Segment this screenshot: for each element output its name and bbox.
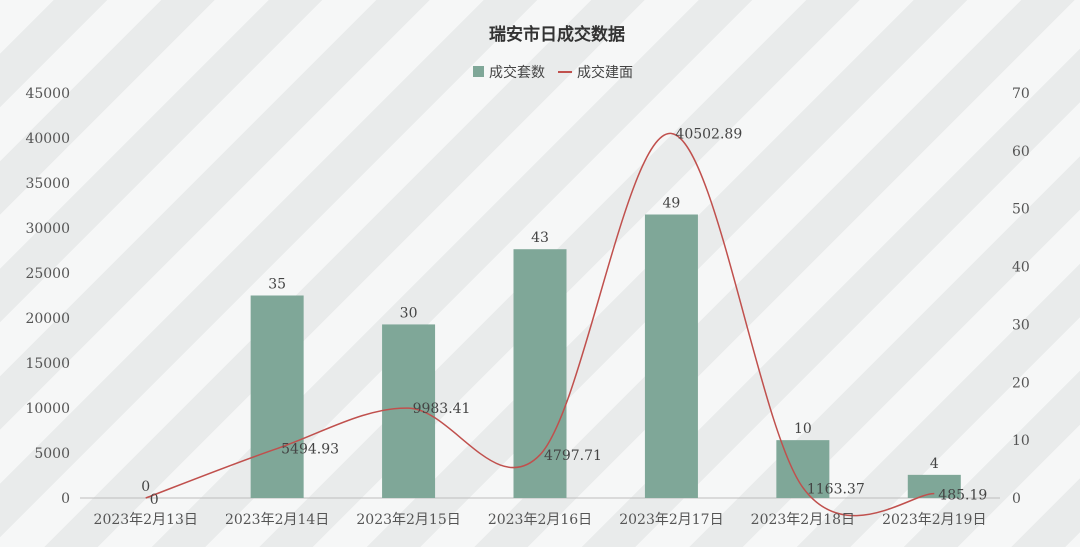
x-axis: 2023年2月13日 2023年2月14日 2023年2月15日 2023年2月16日… [94,512,987,528]
right-tick-label: 10 [1012,433,1030,449]
bar-data-label: 35 [268,277,286,293]
left-tick-label: 45000 [25,86,70,102]
left-tick-label: 10000 [25,401,70,417]
right-tick-label: 20 [1012,375,1030,391]
bar-data-label: 49 [663,196,681,212]
left-tick-label: 0 [61,491,70,507]
left-tick-label: 20000 [25,311,70,327]
bar-data-label: 30 [400,305,418,321]
bar-series [250,214,961,498]
right-y-axis: 0 10 20 30 40 50 60 70 [1012,86,1030,507]
line-data-label: 4797.71 [544,448,602,464]
bar [250,295,304,498]
left-tick-label: 15000 [25,356,70,372]
x-tick-label: 2023年2月13日 [94,512,198,528]
x-tick-label: 2023年2月18日 [751,512,855,528]
legend-label-bar: 成交套数 [489,64,545,81]
x-tick-label: 2023年2月17日 [619,512,723,528]
right-tick-label: 40 [1012,260,1030,276]
left-tick-label: 35000 [25,176,70,192]
x-tick-label: 2023年2月19日 [882,512,986,528]
line-data-label: 9983.41 [413,401,471,417]
bar-data-label: 43 [531,230,549,246]
right-tick-label: 0 [1012,491,1021,507]
line-data-labels: 0 5494.93 9983.41 4797.71 40502.89 1163.37 485… [150,126,988,508]
right-tick-label: 50 [1012,202,1030,218]
left-tick-label: 40000 [25,131,70,147]
left-tick-label: 5000 [34,446,70,462]
bar-data-label: 4 [930,456,939,472]
legend-swatch-bar [473,66,484,77]
line-data-label: 485.19 [938,488,987,504]
left-tick-label: 30000 [25,221,70,237]
legend: 成交套数 成交建面 [473,64,633,81]
left-tick-label: 25000 [25,266,70,282]
x-tick-label: 2023年2月16日 [488,512,592,528]
chart-title: 瑞安市日成交数据 [489,24,625,45]
right-tick-label: 70 [1012,86,1030,102]
legend-label-line: 成交建面 [577,64,633,81]
line-data-label: 1163.37 [807,482,865,498]
bar-data-label: 0 [141,479,150,495]
bar-data-label: 10 [794,421,812,437]
line-data-label: 40502.89 [675,126,742,142]
right-tick-label: 30 [1012,317,1030,333]
left-y-axis: 0 5000 10000 15000 20000 25000 30000 35000 40000… [25,86,70,507]
x-tick-label: 2023年2月15日 [356,512,460,528]
x-tick-label: 2023年2月14日 [225,512,329,528]
bar [382,324,436,498]
line-data-label: 5494.93 [281,442,339,458]
line-data-label: 0 [150,492,159,508]
line-series [145,132,935,517]
right-tick-label: 60 [1012,144,1030,160]
bar [644,214,698,498]
bar [907,474,961,498]
bar [513,249,567,498]
bar-data-labels: 0 35 30 43 49 10 4 [141,196,939,496]
